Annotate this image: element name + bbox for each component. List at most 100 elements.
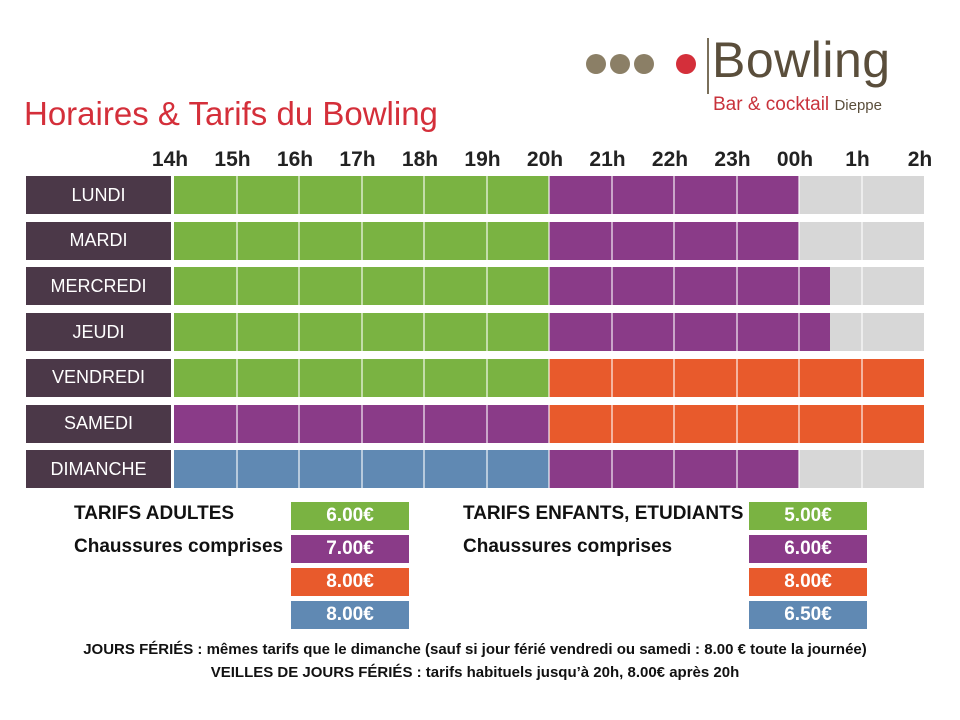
- schedule-row: MERCREDI: [26, 267, 924, 306]
- hour-gridline: [548, 176, 550, 214]
- hour-gridline: [360, 404, 363, 443]
- hour-gridline: [485, 176, 488, 214]
- hour-gridline: [673, 450, 675, 489]
- hour-gridline: [798, 267, 800, 306]
- hour-gridline: [735, 221, 738, 260]
- logo-separator: [707, 38, 709, 94]
- logo-dot-icon: [610, 54, 630, 74]
- day-label: JEUDI: [26, 313, 171, 352]
- hour-gridline: [485, 221, 488, 260]
- time-segment-purple: [549, 313, 831, 352]
- hour-gridline: [735, 358, 738, 397]
- note-jours-feries: JOURS FÉRIÉS : mêmes tarifs que le diman…: [83, 641, 867, 658]
- hour-label: 17h: [339, 148, 376, 171]
- hour-gridline: [235, 267, 238, 306]
- hour-gridline: [798, 176, 800, 214]
- day-label: SAMEDI: [26, 404, 171, 443]
- hour-gridline: [735, 176, 738, 214]
- hour-gridline: [673, 267, 675, 306]
- hour-gridline: [860, 404, 863, 443]
- day-label: MERCREDI: [26, 267, 171, 306]
- hour-gridline: [298, 404, 300, 443]
- hour-gridline: [548, 313, 550, 352]
- hour-gridline: [610, 450, 613, 489]
- hour-gridline: [860, 267, 863, 306]
- hour-gridline: [235, 358, 238, 397]
- price-badge-blue: 6.50€: [749, 601, 867, 629]
- day-label: LUNDI: [26, 176, 171, 214]
- hour-label: 1h: [845, 148, 870, 171]
- price-badge-blue: 8.00€: [291, 601, 409, 629]
- price-badge-purple: 6.00€: [749, 535, 867, 563]
- price-badge-orange: 8.00€: [291, 568, 409, 596]
- hour-label: 19h: [464, 148, 501, 171]
- hour-gridline: [548, 404, 550, 443]
- hour-gridline: [298, 313, 300, 352]
- hour-gridline: [298, 358, 300, 397]
- hour-gridline: [735, 404, 738, 443]
- logo-subtitle-text: Bar & cocktail: [713, 94, 830, 115]
- page-title: Horaires & Tarifs du Bowling: [24, 95, 438, 132]
- hour-label: 15h: [214, 148, 251, 171]
- hour-gridline: [423, 267, 425, 306]
- hour-gridline: [798, 313, 800, 352]
- hour-gridline: [360, 267, 363, 306]
- hour-gridline: [610, 267, 613, 306]
- hour-gridline: [485, 358, 488, 397]
- hour-gridline: [423, 221, 425, 260]
- hour-gridline: [798, 358, 800, 397]
- hour-gridline: [235, 221, 238, 260]
- price-badge-green: 6.00€: [291, 502, 409, 530]
- hour-label: 22h: [651, 148, 689, 171]
- tarifs-adultes-label: TARIFS ADULTES: [74, 503, 235, 524]
- hour-gridline: [673, 176, 675, 214]
- hour-label: 16h: [276, 148, 314, 171]
- hour-gridline: [423, 176, 425, 214]
- hour-gridline: [298, 267, 300, 306]
- hour-gridline: [798, 450, 800, 489]
- hour-label: 20h: [526, 148, 564, 171]
- hour-label: 2h: [907, 148, 933, 171]
- day-label: MARDI: [26, 221, 171, 260]
- logo-dot-icon: [634, 54, 654, 74]
- hour-gridline: [360, 176, 363, 214]
- hour-gridline: [423, 450, 425, 489]
- time-segment-purple: [549, 267, 831, 306]
- hour-gridline: [485, 313, 488, 352]
- hour-gridline: [860, 176, 863, 214]
- hour-gridline: [860, 313, 863, 352]
- hour-gridline: [860, 221, 863, 260]
- hour-gridline: [235, 404, 238, 443]
- bowling-logo: Bowling Bar & cocktail Dieppe: [586, 32, 936, 122]
- hour-gridline: [485, 404, 488, 443]
- schedule-row: LUNDI: [26, 176, 924, 214]
- hour-gridline: [298, 176, 300, 214]
- schedule-row: DIMANCHE: [26, 450, 924, 489]
- hour-gridline: [735, 313, 738, 352]
- hour-gridline: [298, 221, 300, 260]
- hour-gridline: [610, 358, 613, 397]
- hour-gridline: [673, 221, 675, 260]
- hour-gridline: [610, 176, 613, 214]
- logo-dot-icon: [676, 54, 696, 74]
- time-segment-grey: [830, 313, 924, 352]
- hour-label: 14h: [151, 148, 189, 171]
- hour-gridline: [235, 313, 238, 352]
- hour-gridline: [673, 313, 675, 352]
- day-label: VENDREDI: [26, 358, 171, 397]
- hour-label: 00h: [776, 148, 814, 171]
- schedule-row: SAMEDI: [26, 404, 924, 443]
- tarifs-enfants-sublabel: Chaussures comprises: [463, 536, 673, 557]
- hour-label: 23h: [714, 148, 751, 171]
- schedule-row: JEUDI: [26, 313, 924, 352]
- hour-gridline: [548, 267, 550, 306]
- logo-subtitle: Bar & cocktail Dieppe: [713, 94, 882, 117]
- hour-gridline: [548, 358, 550, 397]
- hour-gridline: [423, 313, 425, 352]
- hour-gridline: [485, 267, 488, 306]
- hour-gridline: [735, 267, 738, 306]
- hour-label: 21h: [589, 148, 626, 171]
- hour-label: 18h: [401, 148, 439, 171]
- hour-gridline: [298, 450, 300, 489]
- schedule-row: MARDI: [26, 221, 924, 260]
